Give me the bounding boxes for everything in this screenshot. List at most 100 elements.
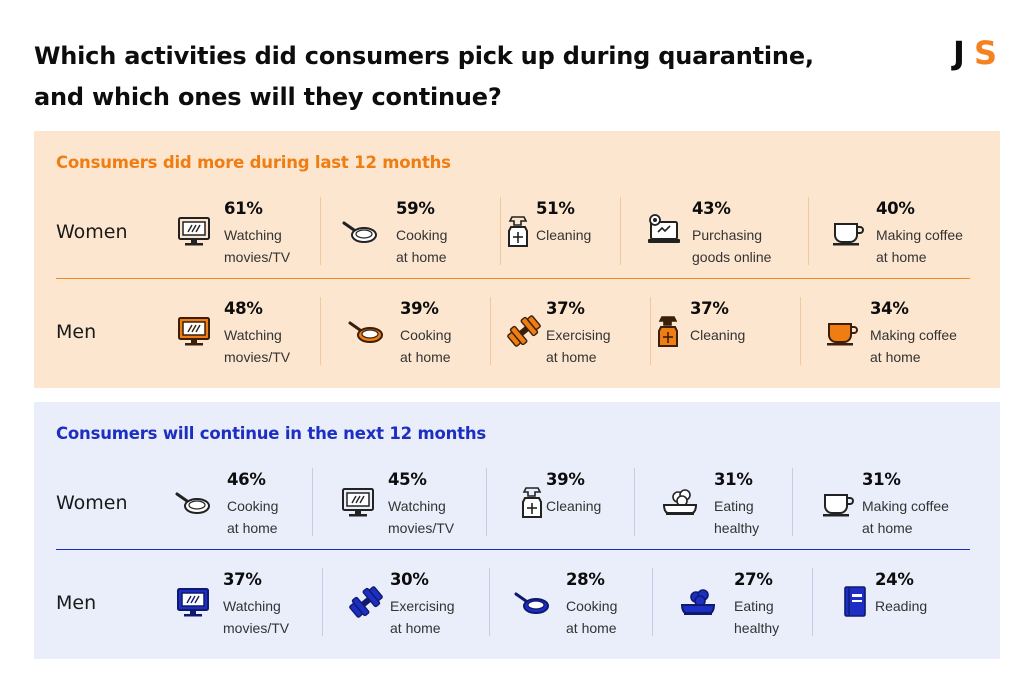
activity-percent: 27% [734,570,773,589]
activity-label-line-1: Cleaning [546,498,602,514]
book-icon [837,584,873,620]
activity-label-line-2: at home [876,249,927,265]
page-title: Which activities did consumers pick up d… [34,36,934,118]
item-separator [500,197,501,265]
activity-label-line-1: Cooking [396,227,448,243]
activity-label-line-2: movies/TV [224,349,291,365]
activity-label-line-2: goods online [692,249,772,265]
activity-percent: 51% [536,199,575,218]
frying-pan-icon [342,213,378,249]
panel-heading-did-more: Consumers did more during last 12 months [56,153,451,172]
activity-label-line-2: movies/TV [224,249,291,265]
activity-percent: 40% [876,199,915,218]
activity-label: Purchasing goods online [692,224,771,268]
activity-label-line-1: Watching [223,598,281,614]
healthy-food-icon [662,484,698,520]
activity-label: Eating healthy [734,595,779,639]
frying-pan-icon [348,313,384,349]
row-label: Women [56,492,128,514]
activity-percent: 31% [862,470,901,489]
activity-label-line-2: at home [862,520,913,536]
activity-label-line-2: healthy [714,520,760,536]
activity-percent: 46% [227,470,266,489]
activity-label-line-1: Watching [224,227,282,243]
item-separator [320,197,321,265]
tv-icon [340,484,376,520]
logo-letter-s: S [974,34,997,72]
activity-percent: 24% [875,570,914,589]
activity-label-line-1: Cooking [227,498,279,514]
activity-percent: 43% [692,199,731,218]
row-label: Men [56,321,97,343]
activity-label: Watching movies/TV [223,595,289,639]
activity-percent: 34% [870,299,909,318]
activity-label: Cooking at home [227,495,278,539]
coffee-cup-icon [824,313,860,349]
row-continue-women: Women 46% Cooking at home 45% Watching movie… [34,468,1000,548]
panel-heading-will-continue: Consumers will continue in the next 12 m… [56,424,486,443]
activity-label-line-1: Cleaning [536,227,592,243]
activity-label-line-1: Exercising [546,327,611,343]
item-separator [486,468,487,536]
item-separator [650,297,651,365]
row-label: Men [56,592,97,614]
item-separator [312,468,313,536]
row-label: Women [56,221,128,243]
activity-label-line-2: at home [400,349,451,365]
activity-percent: 28% [566,570,605,589]
activity-label: Cleaning [536,224,591,246]
activity-percent: 39% [546,470,585,489]
laptop-shopping-icon [646,213,682,249]
row-continue-men: Men 37% Watching movies/TV 30% Exercising at… [34,568,1000,648]
activity-percent: 59% [396,199,435,218]
item-separator [320,297,321,365]
activity-percent: 37% [546,299,585,318]
activity-percent: 31% [714,470,753,489]
activity-label-line-1: Cleaning [690,327,746,343]
activity-label-line-1: Eating [734,598,774,614]
item-separator [490,297,491,365]
activity-percent: 37% [690,299,729,318]
activity-label: Cooking at home [566,595,617,639]
healthy-food-icon [680,584,716,620]
row-did-more-men: Men 48% Watching movies/TV 39% Cooking at ho… [34,297,1000,377]
activity-label-line-1: Making coffee [876,227,963,243]
row-divider [56,549,970,550]
title-line-2: and which ones will they continue? [34,83,502,111]
logo-letter-j: J [951,34,965,72]
activity-label: Eating healthy [714,495,759,539]
activity-percent: 39% [400,299,439,318]
activity-percent: 37% [223,570,262,589]
item-separator [792,468,793,536]
coffee-cup-icon [820,484,856,520]
activity-label: Reading [875,595,927,617]
activity-label-line-1: Watching [388,498,446,514]
activity-label-line-2: at home [227,520,278,536]
frying-pan-icon [175,484,211,520]
activity-label-line-1: Making coffee [870,327,957,343]
frying-pan-icon [514,584,550,620]
activity-label: Cooking at home [400,324,451,368]
item-separator [808,197,809,265]
coffee-cup-icon [830,213,866,249]
activity-label: Cleaning [546,495,601,517]
activity-label-line-2: at home [566,620,617,636]
activity-label-line-2: at home [870,349,921,365]
panel-will-continue: Consumers will continue in the next 12 m… [34,402,1000,659]
activity-label-line-1: Cooking [400,327,452,343]
tv-icon [176,313,212,349]
activity-label-line-1: Making coffee [862,498,949,514]
activity-percent: 30% [390,570,429,589]
activity-label: Exercising at home [390,595,455,639]
activity-label: Watching movies/TV [388,495,454,539]
activity-label: Making coffee at home [870,324,957,368]
activity-percent: 48% [224,299,263,318]
item-separator [489,568,490,636]
row-did-more-women: Women 61% Watching movies/TV 59% Cooking at … [34,197,1000,277]
activity-label-line-1: Cooking [566,598,618,614]
item-separator [812,568,813,636]
tv-icon [175,584,211,620]
activity-label: Cooking at home [396,224,447,268]
item-separator [620,197,621,265]
activity-label: Exercising at home [546,324,611,368]
